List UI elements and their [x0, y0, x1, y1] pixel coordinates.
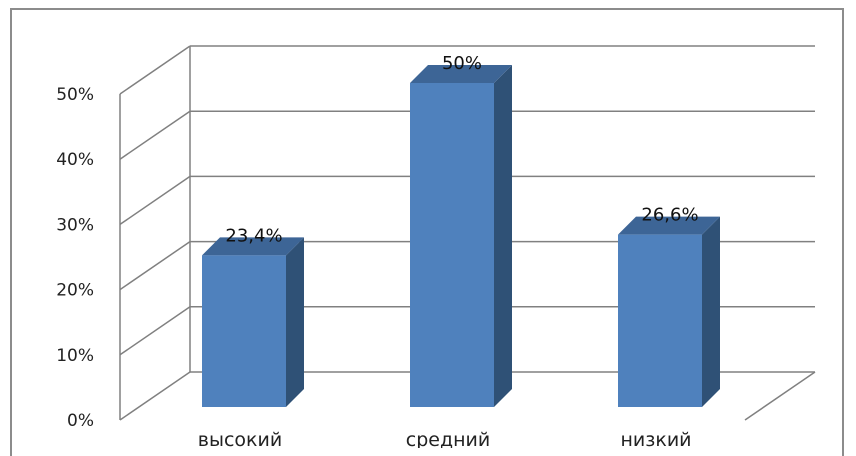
- gridline-diagonal: [119, 240, 191, 291]
- y-tick-label: 10%: [56, 346, 94, 366]
- y-tick-label: 20%: [56, 281, 94, 301]
- y-tick-label: 30%: [56, 215, 94, 235]
- bar: [410, 83, 494, 407]
- floor-edge: [744, 371, 816, 421]
- bar-side: [494, 65, 512, 407]
- gridline-diagonal: [119, 306, 191, 356]
- category-label: средний: [406, 429, 490, 448]
- bar: [618, 234, 702, 407]
- data-label: 23,4%: [225, 225, 282, 246]
- bar-side: [286, 237, 304, 407]
- bar: [202, 255, 286, 407]
- category-label: высокий: [198, 429, 282, 448]
- data-label: 50%: [442, 53, 482, 74]
- y-tick-label: 50%: [56, 85, 94, 105]
- bar-top: [618, 216, 720, 235]
- y-tick-label: 0%: [67, 411, 94, 431]
- gridline-diagonal: [119, 45, 191, 95]
- y-tick-label: 40%: [56, 150, 94, 170]
- bar-top: [202, 237, 304, 256]
- bar-top: [410, 65, 512, 83]
- data-label: 26,6%: [641, 205, 698, 226]
- bar-side: [702, 216, 720, 407]
- gridline-diagonal: [119, 110, 191, 160]
- gridline-diagonal: [119, 371, 191, 421]
- category-label: низкий: [620, 429, 691, 448]
- gridline-diagonal: [119, 175, 191, 226]
